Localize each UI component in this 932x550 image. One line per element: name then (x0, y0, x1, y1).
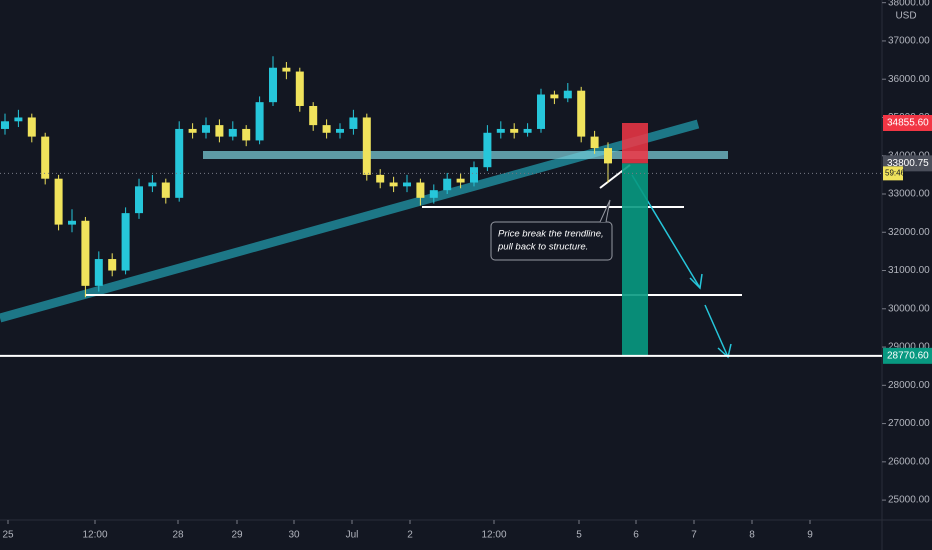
candle-body (175, 128, 184, 198)
candle-body (282, 67, 291, 72)
candle-body (376, 174, 385, 183)
candle-body (295, 71, 304, 106)
x-tick-label: 12:00 (481, 530, 506, 541)
stop-loss-label-bg (883, 114, 932, 131)
countdown-bg (883, 166, 903, 181)
arrow-head (689, 273, 703, 290)
candle-body (309, 105, 318, 126)
candle-body (228, 128, 237, 137)
take-profit-label-bg (883, 347, 932, 364)
candle-body (135, 186, 143, 214)
annotation-text: pull back to structure. (497, 242, 588, 253)
x-tick-label: 2 (407, 530, 413, 541)
candle-body (161, 182, 170, 198)
x-tick-label: Jul (346, 530, 359, 541)
candle-body (563, 90, 572, 99)
candle-body (68, 220, 76, 225)
stop-loss-label: 34855.60 (887, 118, 929, 129)
candle-body (336, 128, 344, 133)
candle-body (470, 167, 478, 183)
candle-body (550, 94, 559, 99)
x-tick-label: 28 (172, 530, 184, 541)
x-tick-label: 9 (807, 530, 813, 541)
x-tick-label: 7 (691, 530, 697, 541)
arrow-head (717, 343, 732, 359)
arrow (704, 304, 729, 358)
y-tick-label: 28000.00 (888, 380, 930, 391)
x-tick-label: 6 (633, 530, 639, 541)
y-tick-label: 26000.00 (888, 456, 930, 467)
y-tick-label: 29000.00 (888, 342, 930, 353)
candle-body (349, 117, 358, 129)
candle-body (403, 182, 411, 187)
candle-body (81, 220, 90, 286)
candle-body (54, 178, 63, 225)
candle-body (429, 190, 438, 198)
candle-body (148, 182, 157, 187)
y-tick-label: 30000.00 (888, 303, 930, 314)
annotation-text: Price break the trendline, (498, 229, 604, 240)
currency-label: USD (895, 11, 916, 22)
candle-body (14, 117, 23, 122)
y-tick-label: 27000.00 (888, 418, 930, 429)
countdown: 59:46 (885, 168, 906, 177)
x-tick-label: 29 (231, 530, 243, 541)
candle-body (523, 128, 532, 133)
x-tick-label: 12:00 (82, 530, 107, 541)
candle-body (443, 178, 452, 191)
candle-body (389, 182, 398, 187)
y-tick-label: 32000.00 (888, 227, 930, 238)
take-profit-label: 28770.60 (887, 350, 929, 361)
candle-body (322, 125, 331, 133)
y-tick-label: 31000.00 (888, 265, 930, 276)
candle-body (242, 128, 251, 141)
candle-body (537, 94, 545, 129)
annotation-box (490, 221, 613, 261)
candle-body (255, 102, 264, 141)
last-price-label: 33800.75 (887, 158, 929, 169)
candle-body (1, 121, 9, 129)
x-tick-label: 30 (288, 530, 300, 541)
y-tick-label: 37000.00 (888, 36, 930, 47)
candle-body (496, 128, 505, 133)
y-tick-label: 25000.00 (888, 495, 930, 506)
candle-body (188, 128, 197, 133)
structure-zone (203, 151, 728, 159)
candle-body (416, 182, 425, 198)
candle-body (108, 259, 117, 271)
candle-body (27, 117, 36, 137)
y-tick-label: 36000.00 (888, 74, 930, 85)
candle-body (590, 136, 599, 149)
x-tick-label: 8 (749, 530, 755, 541)
candle-body (215, 125, 224, 137)
y-tick-label: 33000.00 (888, 189, 930, 200)
candle-body (510, 128, 519, 133)
candle-body (577, 90, 586, 137)
stop-loss-zone (622, 122, 648, 164)
candle-body (202, 125, 210, 133)
annotation-pointer (599, 199, 611, 223)
candle-body (41, 136, 50, 179)
candle-body (604, 148, 612, 164)
candle-body (269, 67, 277, 103)
candle-body (121, 213, 130, 271)
candle-body (456, 178, 465, 183)
x-tick-label: 5 (576, 530, 582, 541)
take-profit-zone (622, 163, 648, 356)
candle-body (94, 259, 103, 286)
y-tick-label: 38000.00 (888, 0, 930, 8)
candle-body (483, 132, 492, 168)
candle-body (362, 117, 371, 175)
x-tick-label: 25 (2, 530, 14, 541)
